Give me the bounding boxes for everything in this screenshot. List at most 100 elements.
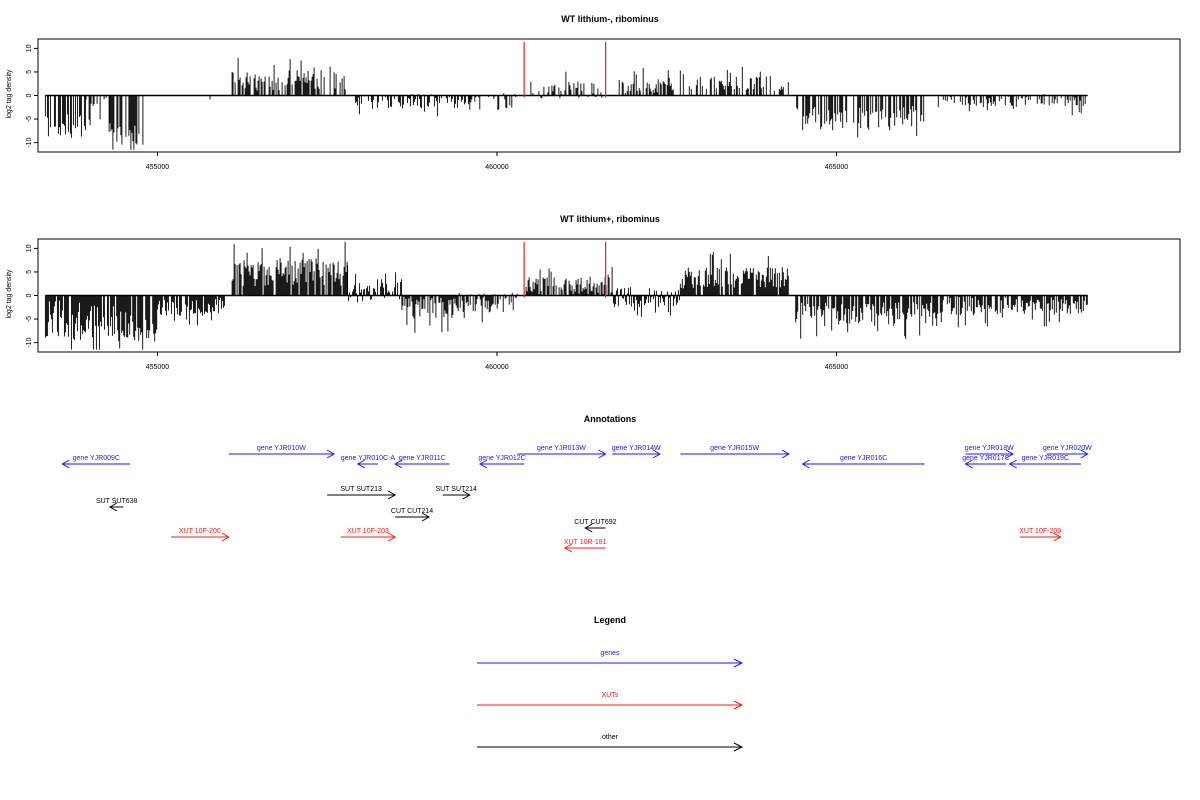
feature-label: XUT 10F-209: [1019, 528, 1061, 535]
feature-label: XUT 10R-181: [564, 539, 607, 546]
x-axis: 455000 460000 465000: [146, 352, 848, 371]
feature-label: gene YJR009C: [73, 455, 120, 462]
feature-label: gene YJR012C: [478, 455, 525, 462]
feature-label: SUT SUT214: [435, 486, 477, 493]
panel-title: WT lithium-, ribominus: [561, 14, 659, 24]
annotations-track: Annotations gene YJR009C gene YJR010W gene…: [61, 414, 1092, 553]
feature-arrowhead: [1080, 449, 1089, 459]
legend-arrowhead: [733, 742, 744, 752]
feature-label: CUT CUT692: [574, 519, 616, 526]
legend-label: genes: [600, 650, 620, 657]
feature-arrowhead: [387, 532, 397, 542]
legend-arrowhead: [733, 700, 744, 710]
feature-arrowhead: [387, 490, 397, 500]
feature-label: gene YJR015W: [710, 445, 759, 452]
feature-cut-cut214: CUT CUT214: [391, 508, 433, 522]
x-tick-label: 465000: [825, 364, 848, 371]
legend-label: other: [602, 734, 619, 741]
y-axis-label: log2 tag density: [6, 69, 13, 119]
y-axis: 10 5 0 -5 -10: [26, 44, 38, 148]
y-tick-label: 5: [26, 270, 33, 274]
feature-arrowhead: [801, 459, 810, 469]
feature-gene-yjr019c: gene YJR019C: [1008, 455, 1081, 469]
feature-arrowhead: [598, 449, 607, 459]
feature-label: gene YJR010C-A: [341, 455, 396, 462]
x-axis: 455000 460000 465000: [146, 152, 848, 171]
legend-item-other: other: [477, 734, 744, 752]
y-axis-label: log2 tag density: [6, 269, 13, 319]
y-axis: 10 5 0 -5 -10: [26, 244, 38, 348]
y-tick-label: 5: [26, 70, 33, 74]
legend-arrowhead: [733, 658, 744, 668]
feature-arrowhead: [421, 512, 431, 522]
feature-xut-10f-200: XUT 10F-200: [171, 528, 230, 542]
feature-sut-sut214: SUT SUT214: [435, 486, 477, 500]
feature-arrowhead: [108, 502, 118, 512]
y-tick-label: -5: [26, 316, 33, 322]
coverage-bars: [44, 57, 1088, 150]
feature-arrowhead: [1053, 532, 1062, 542]
feature-sut-sut213: SUT SUT213: [327, 486, 397, 500]
feature-label: XUT 10F-200: [179, 528, 221, 535]
feature-label: CUT CUT214: [391, 508, 433, 515]
coverage-panel-lithium-minus: WT lithium-, ribominus log2 tag density …: [6, 14, 1181, 171]
y-tick-label: -10: [26, 337, 33, 347]
feature-sut-sut638: SUT SUT638: [96, 498, 138, 512]
feature-xut-10f-203: XUT 10F-203: [340, 528, 397, 542]
x-tick-label: 460000: [485, 164, 508, 171]
feature-arrowhead: [394, 459, 403, 469]
feature-gene-yjr017c: gene YJR017C: [962, 455, 1010, 469]
feature-gene-yjr011c: gene YJR011C: [394, 455, 450, 469]
legend-items: genes XUTs other: [477, 650, 744, 752]
coverage-bar-series: [44, 57, 1086, 150]
feature-label: SUT SUT213: [340, 486, 382, 493]
y-tick-label: -10: [26, 137, 33, 147]
feature-gene-yjr010w: gene YJR010W: [228, 445, 335, 459]
feature-gene-yjr018w: gene YJR018W: [965, 445, 1015, 459]
feature-gene-yjr009c: gene YJR009C: [61, 455, 131, 469]
legend: Legend genes XUTs other: [477, 615, 744, 752]
coverage-bar-series: [44, 241, 1088, 350]
feature-label: gene YJR017C: [962, 455, 1009, 462]
feature-label: gene YJR010W: [257, 445, 306, 452]
feature-arrowhead: [563, 543, 573, 553]
feature-arrowhead: [356, 459, 366, 469]
y-tick-label: -5: [26, 116, 33, 122]
feature-arrowhead: [1008, 459, 1017, 469]
x-tick-label: 455000: [146, 164, 169, 171]
x-tick-label: 455000: [146, 364, 169, 371]
feature-gene-yjr016c: gene YJR016C: [801, 455, 925, 469]
annotations-title: Annotations: [584, 414, 637, 424]
y-tick-label: 0: [26, 93, 33, 97]
legend-title: Legend: [594, 615, 626, 625]
feature-gene-yjr015w: gene YJR015W: [680, 445, 790, 459]
feature-arrowhead: [1005, 449, 1015, 459]
legend-label: XUTs: [602, 692, 619, 699]
feature-label: gene YJR013W: [537, 445, 586, 452]
feature-arrowhead: [326, 449, 335, 459]
feature-label: gene YJR020W: [1043, 445, 1092, 452]
feature-label: gene YJR014W: [612, 445, 661, 452]
feature-label: gene YJR018W: [965, 445, 1014, 452]
legend-item-genes: genes: [477, 650, 744, 668]
panel-title: WT lithium+, ribominus: [560, 214, 660, 224]
feature-arrowhead: [652, 449, 661, 459]
feature-gene-yjr010c-a: gene YJR010C-A: [341, 455, 396, 469]
marker-lines: [523, 242, 607, 298]
feature-xut-10r-181: XUT 10R-181: [563, 539, 607, 553]
feature-arrowhead: [462, 490, 471, 500]
feature-label: gene YJR011C: [399, 455, 446, 462]
feature-gene-yjr014w: gene YJR014W: [612, 445, 661, 459]
feature-label: SUT SUT638: [96, 498, 138, 505]
feature-label: gene YJR019C: [1022, 455, 1069, 462]
feature-gene-yjr013w: gene YJR013W: [517, 445, 607, 459]
feature-arrowhead: [781, 449, 790, 459]
y-tick-label: 10: [26, 44, 33, 52]
coverage-bars: [44, 241, 1088, 350]
x-tick-label: 465000: [825, 164, 848, 171]
feature-cut-cut692: CUT CUT692: [574, 519, 617, 533]
y-tick-label: 10: [26, 244, 33, 252]
feature-label: XUT 10F-203: [347, 528, 389, 535]
